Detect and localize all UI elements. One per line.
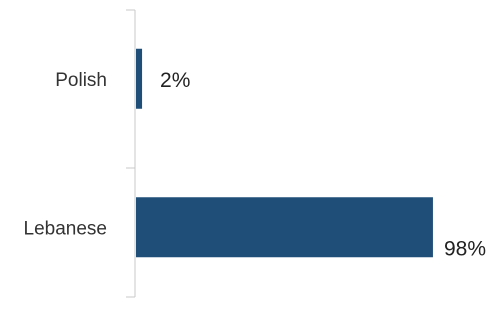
bar-polish bbox=[136, 48, 143, 109]
category-label-polish: Polish bbox=[55, 70, 107, 91]
value-label-polish: 2% bbox=[160, 69, 190, 92]
category-axis bbox=[126, 9, 136, 298]
value-labels: 2% 98% bbox=[160, 69, 486, 261]
category-label-lebanese: Lebanese bbox=[24, 218, 107, 239]
value-label-lebanese: 98% bbox=[444, 237, 486, 260]
category-labels: Polish Lebanese bbox=[24, 70, 107, 240]
bar-lebanese bbox=[136, 197, 433, 258]
bar-series bbox=[136, 48, 433, 258]
